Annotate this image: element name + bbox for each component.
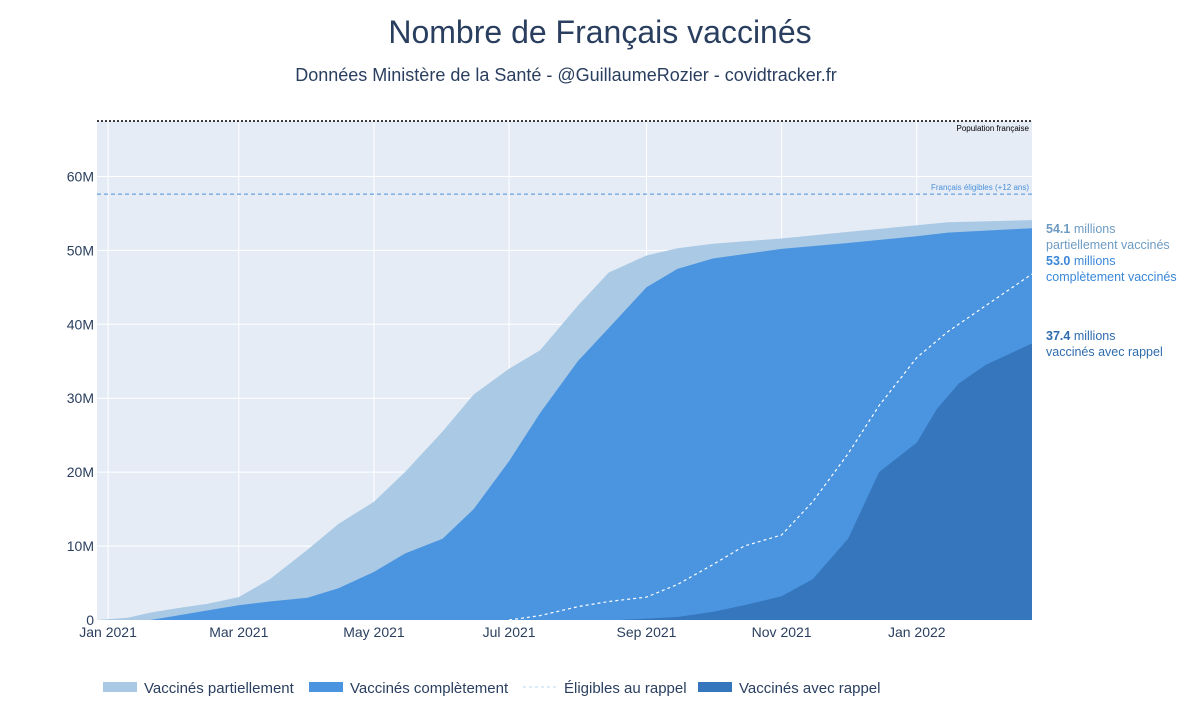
chart-title: Nombre de Français vaccinés bbox=[388, 14, 811, 50]
y-tick-label: 60M bbox=[67, 168, 94, 184]
annotation-line2: partiellement vaccinés bbox=[1046, 238, 1170, 252]
x-tick-label: May 2021 bbox=[343, 624, 405, 640]
legend-swatch bbox=[103, 682, 137, 692]
annotation-unit: millions bbox=[1070, 222, 1115, 236]
legend: Vaccinés partiellement Vaccinés complètem… bbox=[103, 680, 880, 697]
y-tick-label: 20M bbox=[67, 464, 94, 480]
axis-ticks: 0 10M 20M 30M 40M 50M 60M Jan 2021 Mar 2021 May 2… bbox=[67, 168, 946, 640]
x-tick-label: Jan 2021 bbox=[79, 624, 137, 640]
legend-label: Vaccinés avec rappel bbox=[739, 680, 880, 697]
area-vaccines-completement bbox=[97, 228, 1032, 620]
x-tick-label: Mar 2021 bbox=[209, 624, 268, 640]
annotation-line1: 37.4 millions bbox=[1046, 329, 1116, 343]
y-tick-label: 0 bbox=[86, 612, 94, 628]
reference-line-label: Population française bbox=[957, 124, 1030, 133]
annotation-unit: millions bbox=[1070, 329, 1115, 343]
annotation-value: 37.4 bbox=[1046, 329, 1070, 343]
end-annotations: 54.1 millions partiellement vaccinés 53.0 … bbox=[1046, 222, 1177, 359]
reference-lines: Population française Français éligibles (… bbox=[97, 120, 1032, 195]
y-tick-label: 50M bbox=[67, 242, 94, 258]
annotation-unit: millions bbox=[1070, 254, 1115, 268]
annotation-value: 54.1 bbox=[1046, 222, 1070, 236]
reference-line-label: Français éligibles (+12 ans) bbox=[931, 183, 1029, 192]
x-tick-label: Jan 2022 bbox=[888, 624, 946, 640]
annotation-line1: 53.0 millions bbox=[1046, 254, 1116, 268]
y-tick-label: 40M bbox=[67, 316, 94, 332]
legend-swatch bbox=[698, 682, 732, 692]
line-eligibles-au-rappel bbox=[509, 273, 1033, 621]
y-tick-label: 10M bbox=[67, 538, 94, 554]
x-tick-label: Nov 2021 bbox=[752, 624, 812, 640]
annotation-line2: vaccinés avec rappel bbox=[1046, 345, 1163, 359]
area-vaccines-avec-rappel bbox=[97, 343, 1032, 620]
x-tick-label: Sep 2021 bbox=[617, 624, 677, 640]
annotation-value: 53.0 bbox=[1046, 254, 1070, 268]
x-tick-label: Jul 2021 bbox=[483, 624, 536, 640]
legend-label: Vaccinés complètement bbox=[350, 680, 509, 697]
annotation-line2: complètement vaccinés bbox=[1046, 270, 1177, 284]
chart-subtitle: Données Ministère de la Santé - @Guillau… bbox=[295, 65, 837, 85]
area-series bbox=[97, 220, 1033, 621]
annotation-line1: 54.1 millions bbox=[1046, 222, 1116, 236]
legend-label: Vaccinés partiellement bbox=[144, 680, 295, 697]
legend-label: Éligibles au rappel bbox=[564, 680, 687, 697]
legend-swatch bbox=[309, 682, 343, 692]
y-tick-label: 30M bbox=[67, 390, 94, 406]
